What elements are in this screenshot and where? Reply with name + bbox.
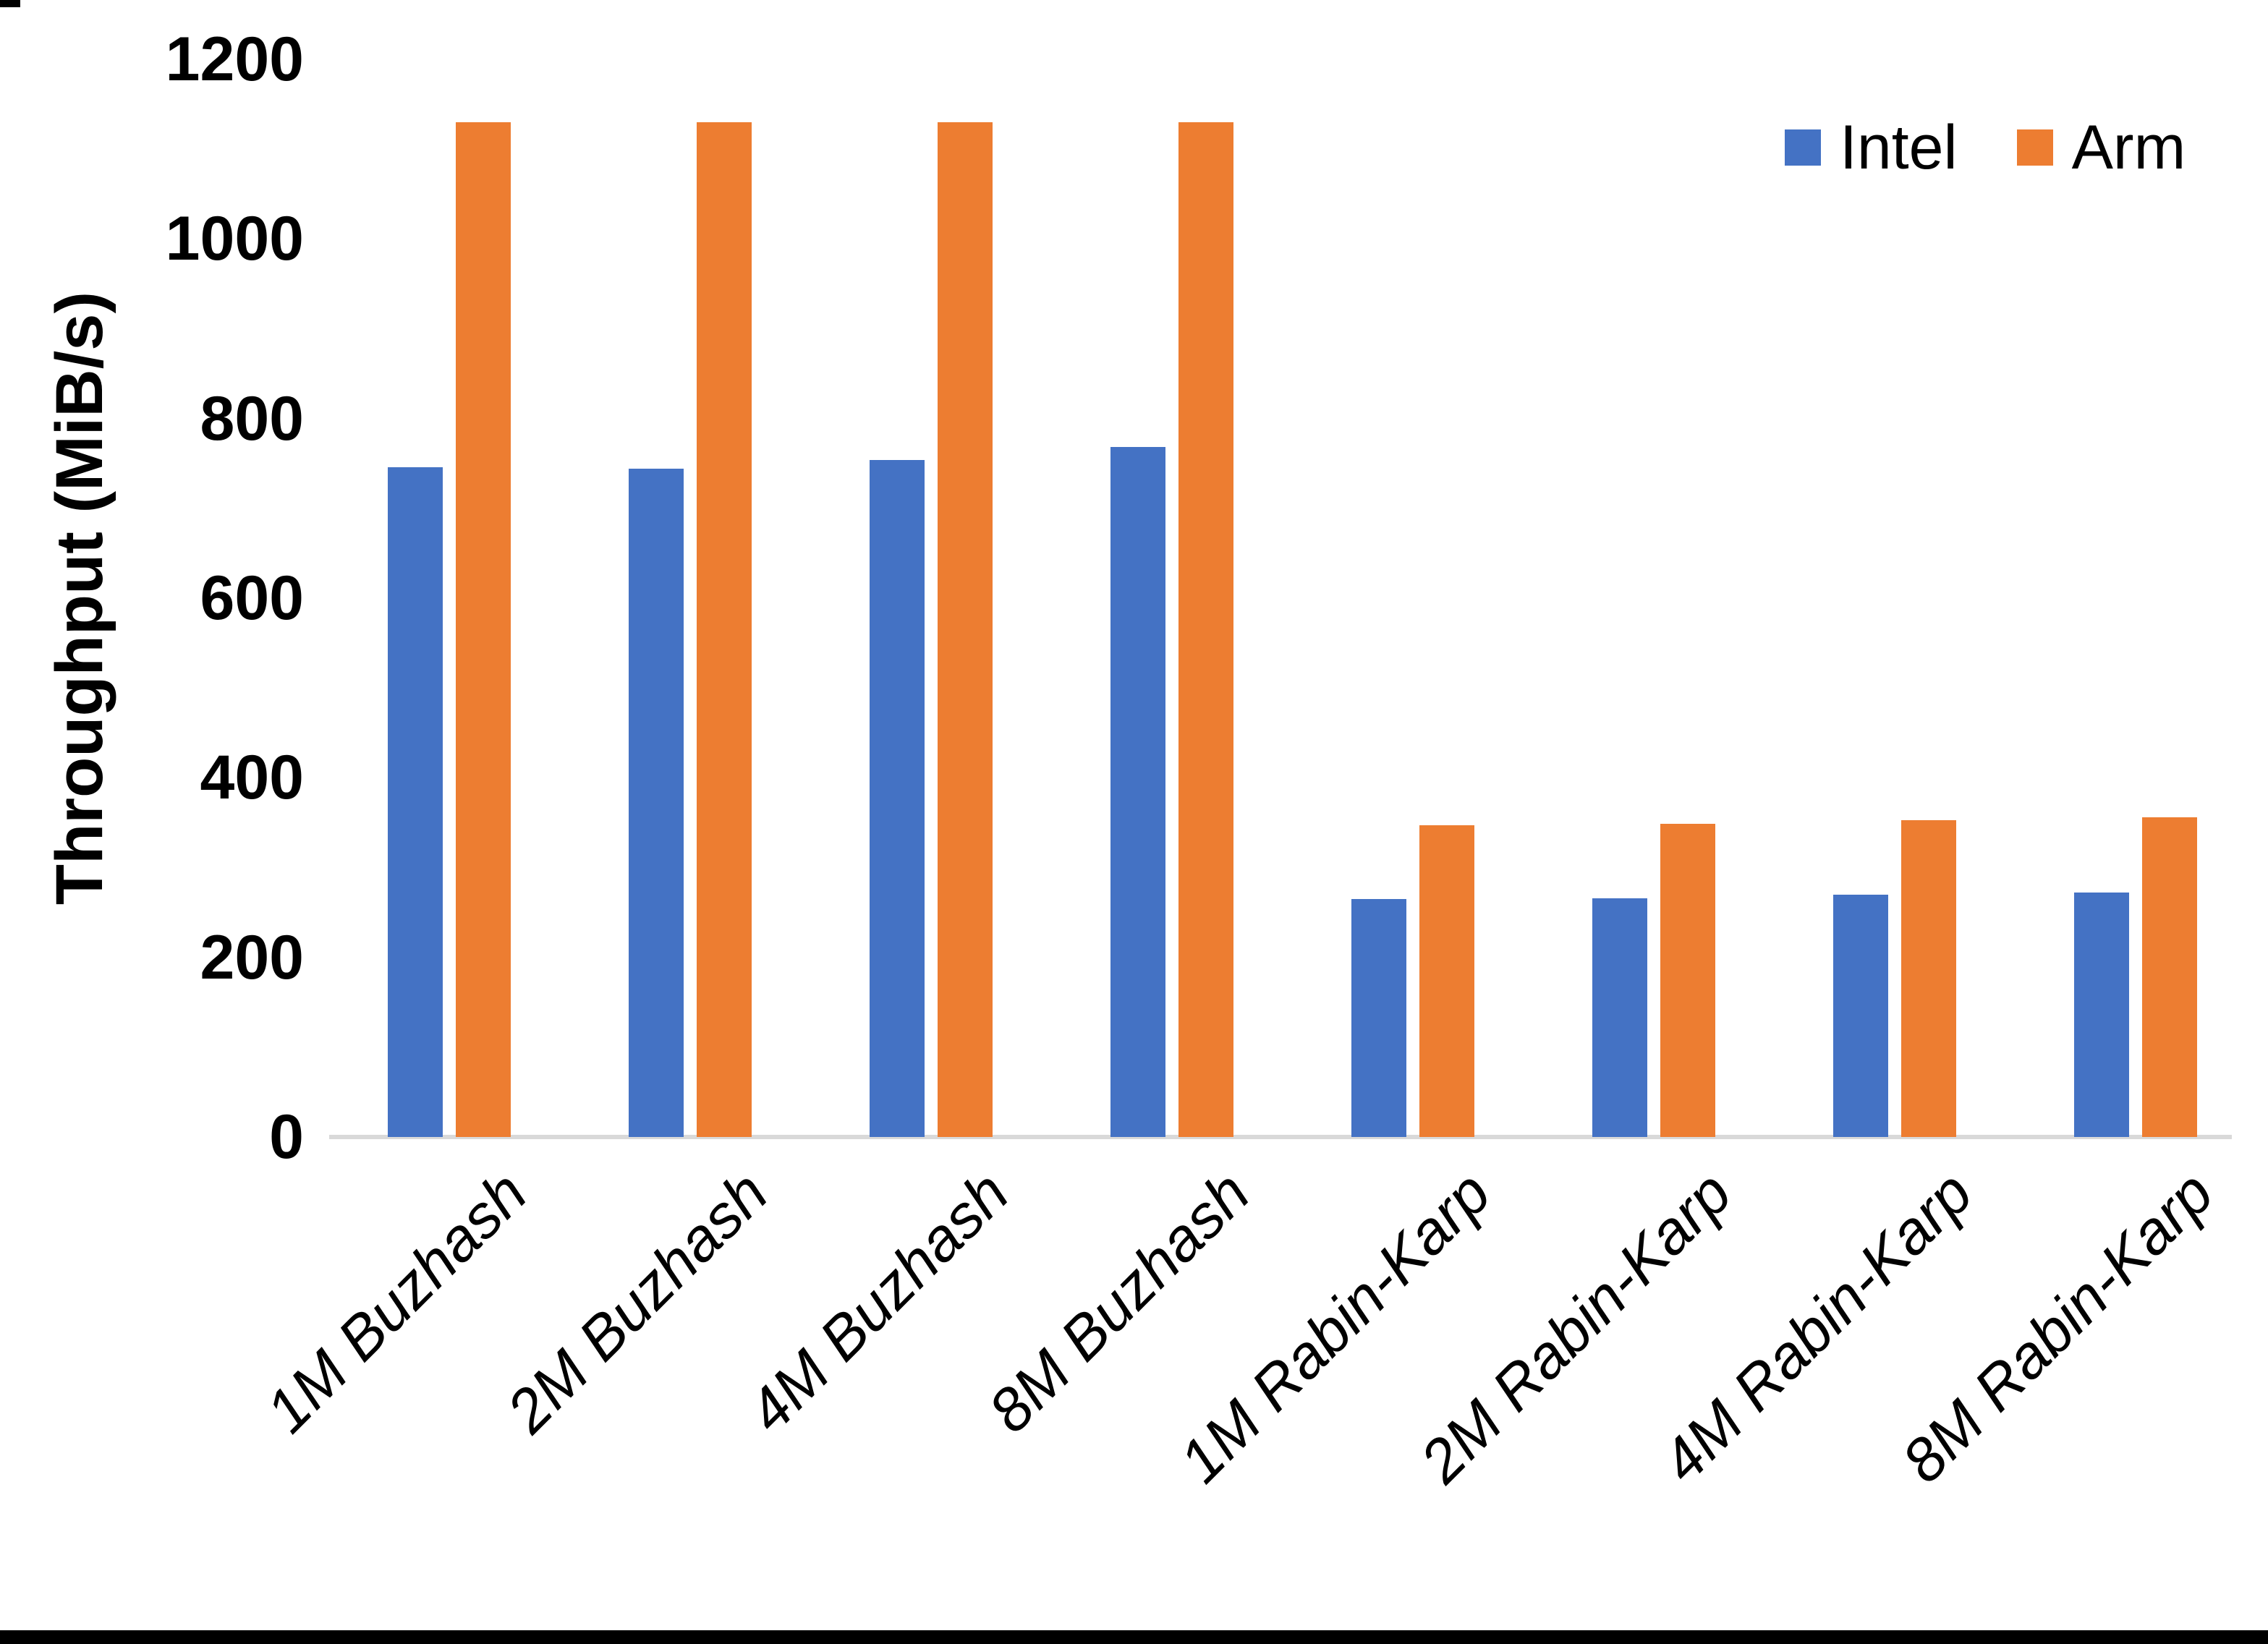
bar-arm-6	[1660, 824, 1715, 1137]
bar-intel-8	[2074, 893, 2129, 1137]
bar-arm-1	[456, 122, 511, 1137]
bar-intel-6	[1592, 898, 1647, 1137]
y-tick-label: 1000	[165, 204, 304, 274]
bar-intel-3	[870, 460, 925, 1137]
x-category-label: 1M Buzhash	[252, 1158, 540, 1446]
bar-arm-2	[697, 122, 752, 1137]
y-tick-label: 0	[269, 1102, 304, 1172]
bar-arm-5	[1419, 825, 1474, 1137]
legend-swatch-intel	[1785, 129, 1821, 166]
y-tick-label: 400	[200, 743, 305, 813]
bar-intel-7	[1833, 895, 1888, 1137]
legend-item-intel: Intel	[1785, 110, 1958, 185]
bar-arm-7	[1901, 820, 1956, 1137]
bar-intel-2	[629, 469, 684, 1137]
legend-swatch-arm	[2016, 129, 2053, 166]
y-tick-label: 1200	[165, 24, 304, 94]
y-tick-label: 200	[200, 922, 305, 992]
y-tick-label: 600	[200, 563, 305, 633]
bar-intel-1	[388, 467, 443, 1137]
bar-arm-4	[1178, 122, 1233, 1137]
x-category-label: 4M Buzhash	[734, 1158, 1022, 1446]
x-axis-line	[329, 1135, 2232, 1139]
legend-item-arm: Arm	[2016, 110, 2186, 185]
x-category-label: 2M Buzhash	[493, 1158, 781, 1446]
bar-intel-4	[1110, 447, 1165, 1137]
bottom-border-line	[0, 1630, 2268, 1644]
window-corner-artifact	[0, 0, 20, 7]
y-tick-label: 800	[200, 383, 305, 453]
bar-arm-3	[938, 122, 993, 1137]
bar-arm-8	[2142, 817, 2197, 1137]
bar-intel-5	[1351, 899, 1406, 1137]
legend-label: Intel	[1840, 113, 1958, 182]
legend-label: Arm	[2071, 113, 2186, 182]
chart-legend: Intel Arm	[1785, 110, 2186, 185]
